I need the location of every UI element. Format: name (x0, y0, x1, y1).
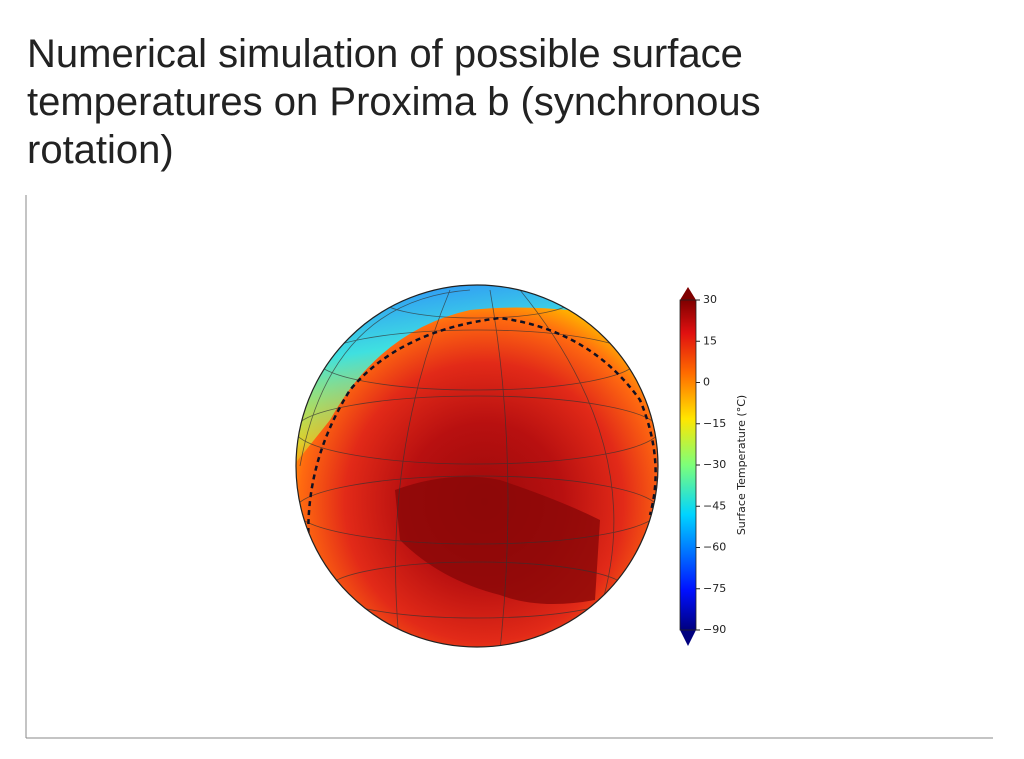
colorbar-tick-label: −60 (703, 541, 726, 554)
title: Numerical simulation of possible surface… (27, 32, 761, 172)
colorbar-label: Surface Temperature (°C) (735, 395, 748, 535)
colorbar-tick-label: 30 (703, 293, 717, 306)
colorbar-tick-label: 0 (703, 376, 710, 389)
colorbar-tick-label: −15 (703, 417, 726, 430)
globe (296, 285, 658, 647)
colorbar (679, 299, 697, 631)
colorbar-tick-label: −75 (703, 582, 726, 595)
colorbar-tick-label: −30 (703, 458, 726, 471)
colorbar-min-arrow (680, 630, 696, 646)
globe-outline (295, 284, 659, 648)
colorbar-tick-label: −45 (703, 499, 726, 512)
colorbar-max-arrow (680, 287, 696, 300)
colorbar-tick-label: −90 (703, 623, 726, 636)
colorbar-tick-label: 15 (703, 334, 717, 347)
